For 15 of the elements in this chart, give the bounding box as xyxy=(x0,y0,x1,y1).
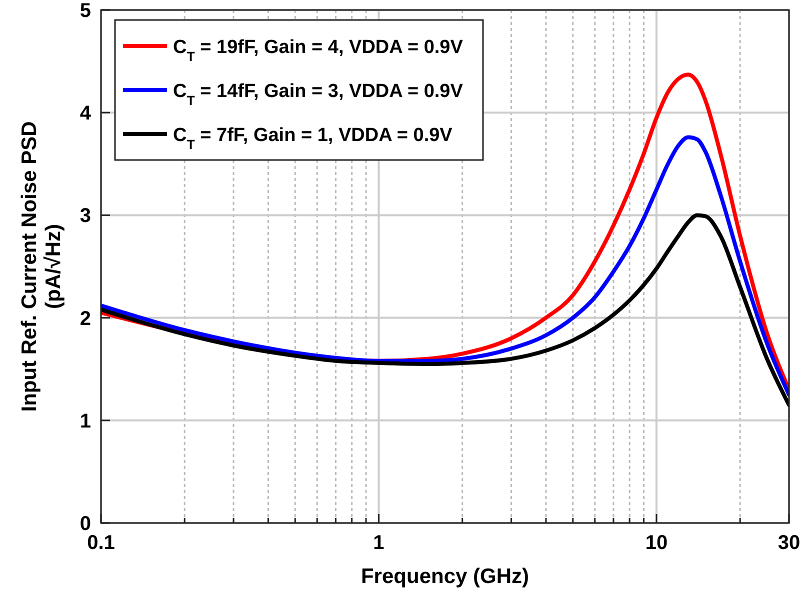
legend-label: C$_{T}$ = 7fF, Gain = 1, VDDA = 0.9V xyxy=(173,125,453,152)
x-tick-label: 10 xyxy=(645,532,668,554)
y-tick-label: 5 xyxy=(80,0,91,22)
legend-label: C$_{T}$ = 14fF, Gain = 3, VDDA = 0.9V xyxy=(173,81,464,108)
y-tick-label: 3 xyxy=(80,205,91,228)
y-tick-label: 2 xyxy=(80,308,91,330)
legend-label: C$_{T}$ = 19fF, Gain = 4, VDDA = 0.9V xyxy=(173,37,464,64)
y-axis-title: Input Ref. Current Noise PSD (pA/√Hz) xyxy=(18,121,65,412)
y-tick-label: 1 xyxy=(80,410,91,432)
x-tick-label: 30 xyxy=(778,532,800,554)
y-tick-label: 4 xyxy=(80,102,92,125)
y-tick-label: 0 xyxy=(80,513,91,535)
x-tick-label: 1 xyxy=(373,532,384,554)
x-tick-label: 0.1 xyxy=(87,532,115,554)
x-axis-title: Frequency (GHz) xyxy=(360,565,530,588)
